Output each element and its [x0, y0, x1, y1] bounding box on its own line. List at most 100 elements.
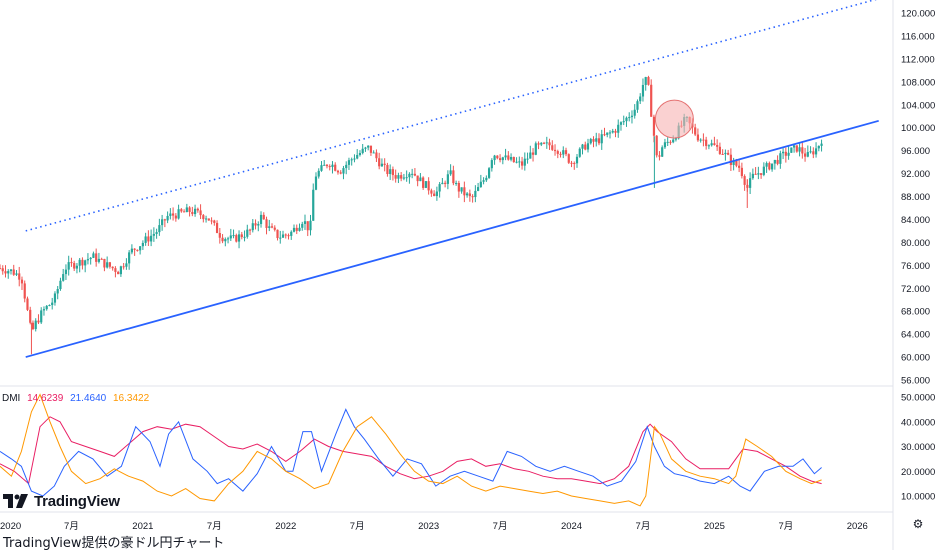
candle-body: [485, 177, 488, 181]
price-tick-label: 68.000: [901, 307, 930, 318]
candle-body: [625, 117, 628, 122]
candle-body: [298, 227, 301, 231]
candle-body: [595, 138, 598, 142]
candle-body: [81, 259, 84, 266]
candle-body: [196, 208, 199, 211]
candle-body: [509, 157, 513, 160]
x-tick-label: 7月: [350, 521, 365, 532]
gear-icon[interactable]: ⚙: [912, 517, 924, 531]
candle-body: [31, 322, 35, 330]
candle-body: [529, 152, 532, 159]
candle-body: [133, 248, 136, 250]
candle-body: [771, 163, 774, 170]
candle-body: [1, 268, 4, 272]
x-tick-label: 2020: [0, 521, 21, 532]
candle-body: [768, 163, 771, 170]
candle-body: [15, 273, 18, 275]
candle-body: [353, 158, 356, 160]
candle-body: [356, 155, 359, 159]
candle-body: [537, 143, 540, 145]
candle-body: [378, 158, 381, 167]
candle-body: [108, 262, 112, 267]
candle-body: [358, 153, 362, 156]
price-tick-label: 116.000: [901, 31, 935, 42]
candle-body: [59, 280, 62, 290]
candle-body: [820, 143, 823, 146]
candle-body: [103, 258, 106, 268]
candle-body: [207, 218, 210, 221]
candle-body: [221, 237, 224, 242]
candle-body: [215, 222, 219, 234]
candle-body: [232, 235, 235, 237]
tradingview-logo[interactable]: TradingView: [3, 490, 120, 512]
candle-body: [185, 207, 188, 213]
trend-line[interactable]: [25, 119, 879, 358]
candle-body: [345, 164, 348, 169]
candle-body: [476, 187, 480, 191]
candle-body: [97, 258, 101, 262]
candle-body: [592, 139, 595, 142]
candle-body: [779, 153, 782, 164]
dmi-tick-label: 40.0000: [901, 417, 935, 428]
candle-body: [292, 227, 296, 232]
candle-body: [402, 177, 406, 179]
channel-line[interactable]: [25, 0, 879, 232]
price-tick-label: 112.000: [901, 54, 935, 65]
highlight-circle[interactable]: [654, 99, 694, 139]
x-tick-label: 7月: [64, 521, 79, 532]
candle-body: [26, 298, 29, 310]
candle-body: [493, 155, 496, 161]
candle-body: [29, 309, 32, 323]
candle-body: [287, 235, 290, 237]
candle-body: [556, 151, 559, 154]
candle-body: [738, 165, 741, 168]
candle-body: [699, 139, 702, 141]
candle-body: [597, 138, 601, 144]
candle-body: [622, 121, 625, 123]
candle-body: [375, 152, 378, 159]
candle-body: [193, 208, 197, 215]
candle-body: [320, 165, 323, 171]
candle-body: [562, 150, 565, 155]
candle-body: [795, 145, 798, 152]
candle-body: [397, 175, 400, 179]
candle-body: [323, 164, 326, 166]
candle-body: [773, 159, 776, 164]
tradingview-logo-text: TradingView: [34, 492, 120, 510]
candle-body: [430, 190, 433, 194]
candle-body: [455, 182, 458, 184]
candle-body: [78, 259, 81, 266]
candle-body: [814, 148, 818, 155]
price-tick-label: 84.000: [901, 215, 930, 226]
candle-body: [570, 162, 573, 164]
candle-body: [386, 164, 389, 175]
candle-body: [427, 181, 430, 191]
candle-body: [117, 271, 120, 275]
candle-body: [438, 184, 441, 192]
candle-body: [482, 180, 485, 182]
candle-body: [237, 234, 241, 242]
candle-body: [812, 151, 815, 155]
candle-body: [257, 224, 260, 226]
candle-body: [400, 175, 403, 179]
x-tick-label: 2022: [275, 521, 296, 532]
candle-body: [641, 84, 645, 97]
candle-body: [512, 157, 515, 163]
candle-body: [548, 142, 551, 146]
candle-body: [490, 160, 493, 169]
candle-body: [268, 226, 271, 228]
candle-body: [210, 220, 213, 222]
candle-body: [809, 151, 812, 153]
candle-body: [218, 233, 221, 238]
candle-body: [408, 173, 411, 178]
candle-body: [466, 193, 469, 196]
candle-body: [740, 167, 743, 177]
candle-body: [180, 209, 183, 212]
candle-body: [735, 160, 738, 166]
candle-body: [559, 153, 562, 155]
candle-body: [655, 135, 658, 156]
price-tick-label: 56.000: [901, 376, 930, 387]
dmi-plus-line: [0, 416, 822, 485]
candle-body: [523, 158, 526, 166]
candle-body: [367, 145, 370, 148]
